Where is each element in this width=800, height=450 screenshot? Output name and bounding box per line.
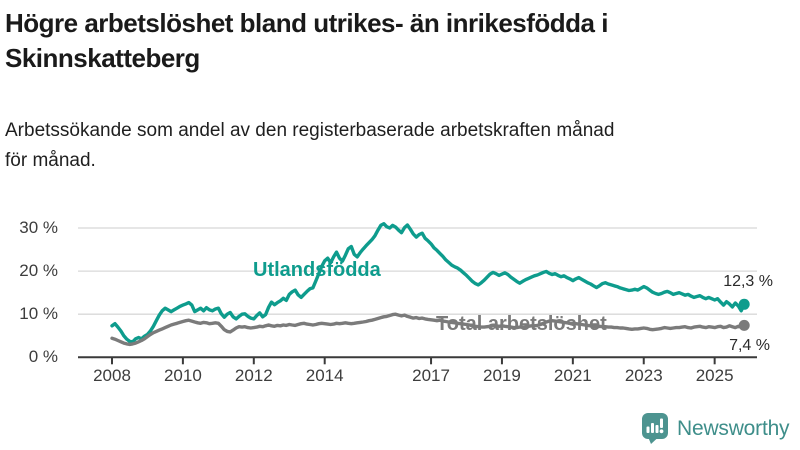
x-tick-label: 2014 [305,366,344,385]
series-line-0 [110,222,746,344]
chart-title: Högre arbetslöshet bland utrikes- än inr… [5,6,798,76]
newsworthy-bubble-chart-icon [642,413,668,444]
end-value-label-utlandsfodda: 12,3 % [723,273,773,290]
y-tick-label: 20 % [19,261,58,281]
chart-subtitle: Arbetssökande som andel av den registerb… [5,116,795,176]
series-label-total-arbetsloshet: Total arbetslöshet [436,313,607,335]
newsworthy-logo: Newsworthy [641,412,790,444]
y-tick-label: 0 % [28,347,58,367]
end-value-label-total-arbetsloshet: 7,4 % [729,337,770,354]
y-tick-label: 30 % [19,218,58,237]
chart-subtitle-line1: Arbetssökande som andel av den registerb… [5,120,615,141]
series-label-utlandsfodda: Utlandsfödda [253,259,381,281]
series-line-1 [110,312,746,347]
series-end-dot-0 [738,298,750,310]
chart-subtitle-line2: för månad. [5,150,96,171]
x-tick-label: 2025 [695,366,734,385]
newsworthy-wordmark: Newsworthy [677,416,790,440]
series-end-dot-1 [738,319,750,331]
chart-title-line2: Skinnskatteberg [5,43,200,73]
x-tick-label: 2019 [483,366,521,385]
x-tick-label: 2012 [234,366,273,385]
y-tick-label: 10 % [19,304,58,324]
x-tick-label: 2008 [93,366,131,385]
x-tick-label: 2023 [624,366,663,385]
chart-title-line1: Högre arbetslöshet bland utrikes- än inr… [5,8,608,38]
x-tick-label: 2017 [412,366,450,385]
x-tick-label: 2010 [163,366,202,385]
x-tick-label: 2021 [553,366,592,385]
